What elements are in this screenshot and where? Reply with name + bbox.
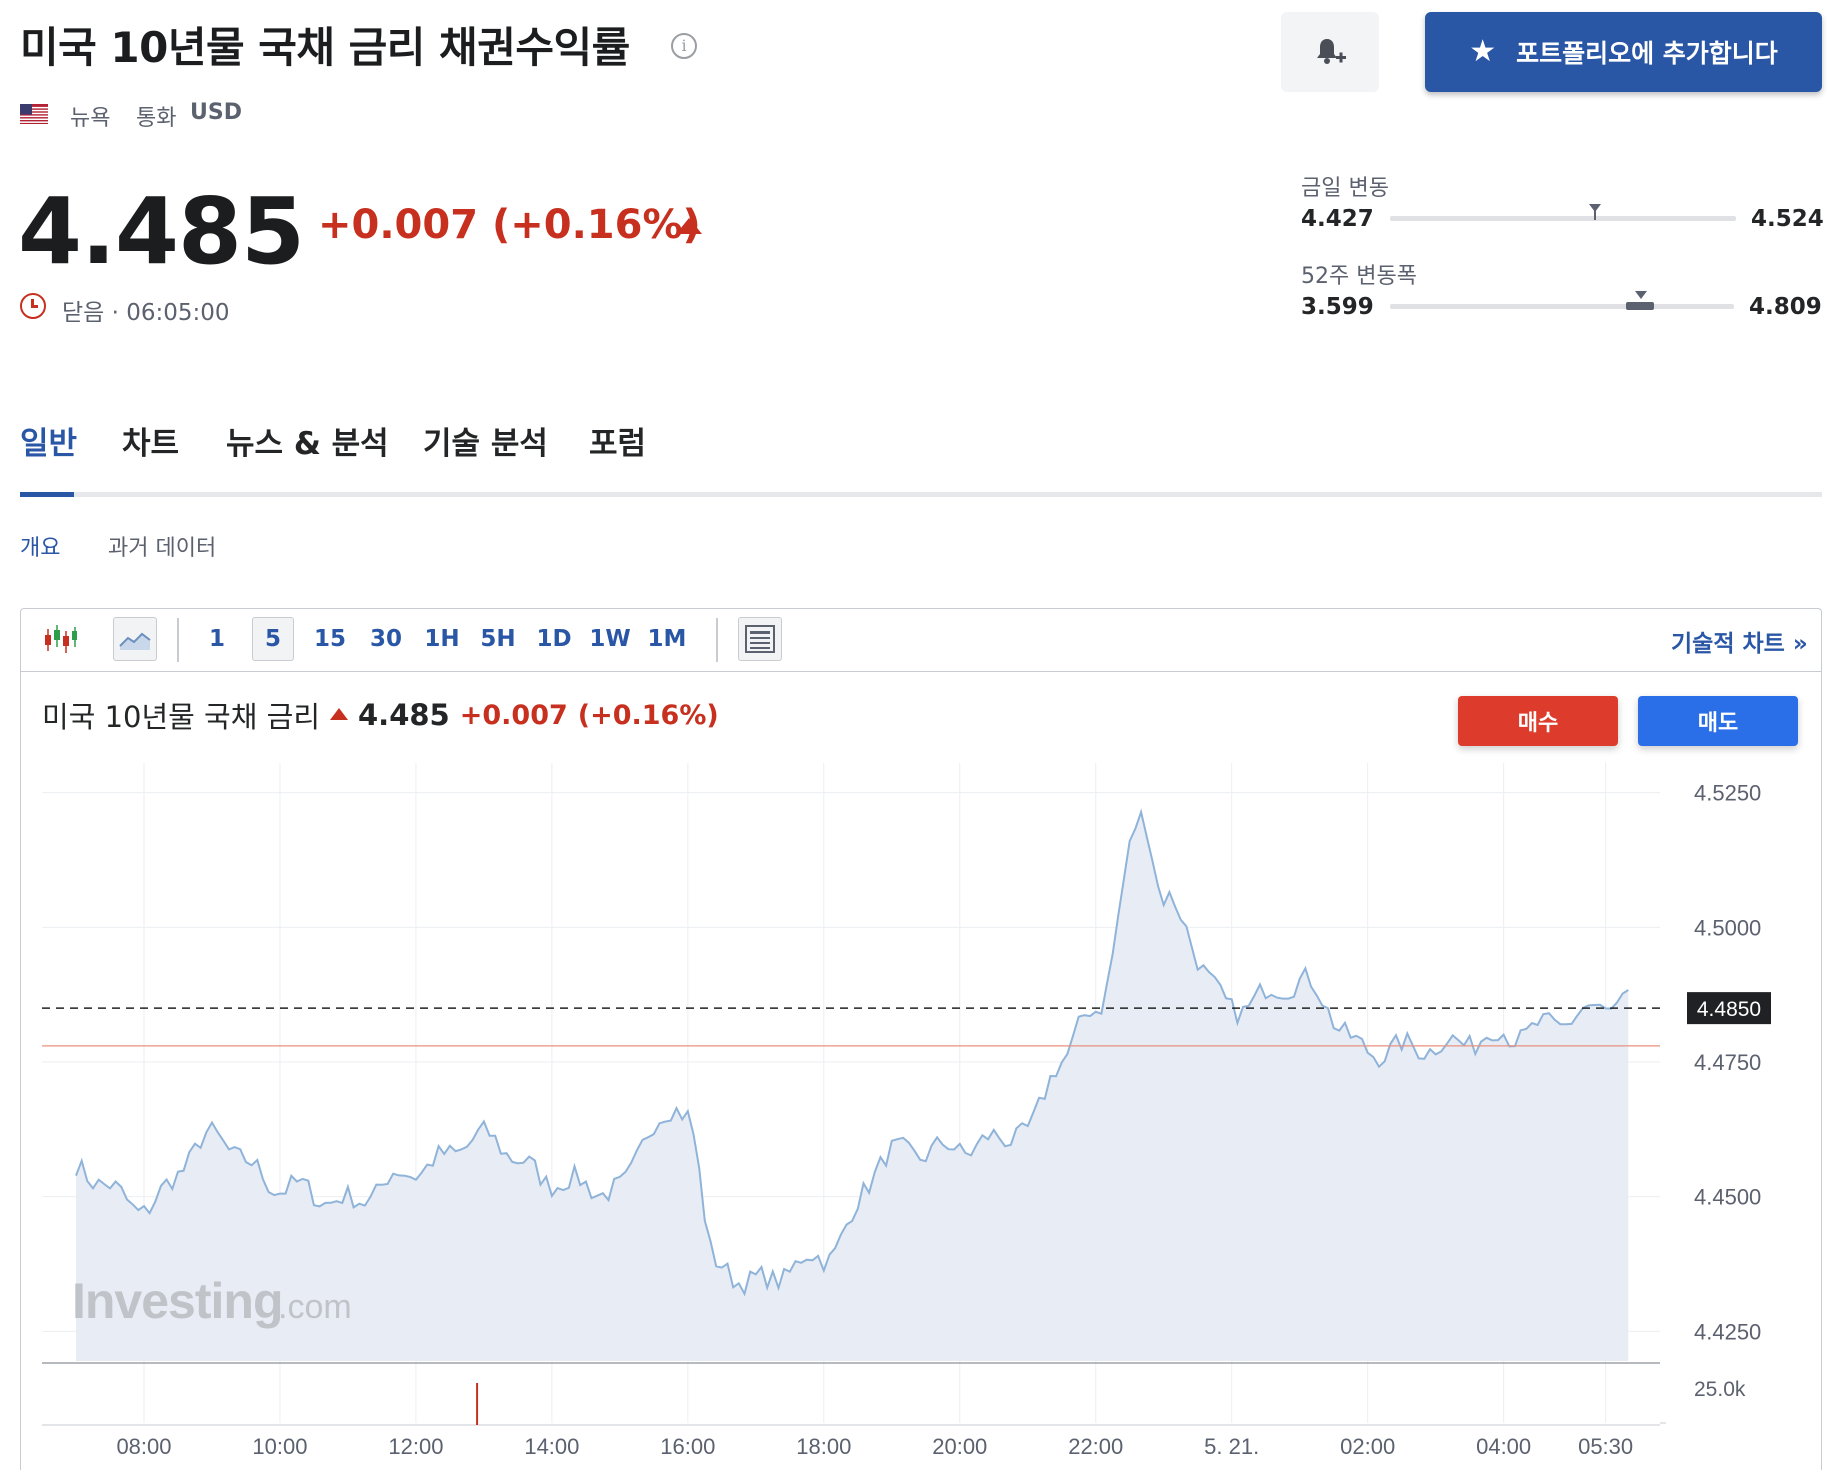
daily-range-high: 4.524 — [1751, 206, 1824, 232]
us-flag-icon — [20, 104, 48, 124]
toolbar-divider — [716, 618, 718, 662]
week52-range-fill — [1626, 302, 1654, 310]
x-tick-label: 22:00 — [1068, 1434, 1123, 1459]
daily-range-label: 금일 변동 — [1301, 176, 1389, 201]
toolbar-divider — [177, 618, 179, 662]
week52-range-high: 4.809 — [1749, 294, 1822, 320]
x-tick-label: 14:00 — [524, 1434, 579, 1459]
x-tick-label: 04:00 — [1476, 1434, 1531, 1459]
price-line — [75, 808, 1629, 1297]
page-title: 미국 10년물 국채 금리 채권수익률 — [20, 23, 630, 72]
interval-1w[interactable]: 1W — [589, 626, 631, 652]
volume-scale-label: 25.0k — [1694, 1378, 1746, 1401]
price-chart[interactable]: 08:00 10:00 12:00 14:00 16:00 18:00 20:00 22:00… — [20, 758, 1822, 1470]
interval-5h[interactable]: 5H — [480, 626, 516, 652]
daily-range-low: 4.427 — [1301, 206, 1374, 232]
area-chart-button[interactable] — [113, 617, 157, 661]
tab-news-analysis[interactable]: 뉴스 & 분석 — [226, 426, 389, 462]
subtab-historical-data[interactable]: 과거 데이터 — [108, 536, 217, 561]
up-arrow-icon — [330, 708, 348, 720]
x-tick-label: 05:30 — [1578, 1434, 1633, 1459]
chart-panel — [20, 608, 1822, 1470]
add-to-portfolio-button[interactable]: ★ 포트폴리오에 추가합니다 — [1425, 12, 1822, 92]
current-price-tag — [1687, 992, 1771, 1025]
interval-1h[interactable]: 1H — [424, 626, 460, 652]
x-tick-label: 20:00 — [932, 1434, 987, 1459]
chart-header: 미국 10년물 국채 금리 4.485 +0.007 (+0.16%) — [42, 694, 719, 736]
interval-30[interactable]: 30 — [369, 626, 402, 652]
technical-chart-link[interactable]: 기술적 차트 » — [1671, 631, 1808, 657]
tab-forum[interactable]: 포럼 — [589, 426, 647, 462]
x-tick-label: 18:00 — [796, 1434, 851, 1459]
indicators-button[interactable] — [738, 617, 782, 661]
bell-plus-icon — [1317, 39, 1346, 64]
investing-watermark: Investing — [72, 1273, 282, 1329]
y-tick-label: 4.4500 — [1694, 1185, 1761, 1210]
clock-icon — [20, 293, 46, 319]
chart-toolbar — [20, 608, 1822, 672]
star-icon: ★ — [1469, 34, 1497, 69]
x-tick-label: 5. 21. — [1204, 1434, 1259, 1459]
y-tick-label: 4.5000 — [1694, 915, 1761, 940]
market-status: 닫음 · 06:05:00 — [62, 300, 230, 326]
daily-range-bar — [1390, 216, 1736, 221]
week52-range-bar — [1390, 304, 1734, 309]
tabs-divider — [20, 492, 1822, 497]
investing-watermark-suffix: .com — [278, 1288, 352, 1326]
chart-price: 4.485 — [358, 698, 450, 732]
subtab-overview[interactable]: 개요 — [20, 536, 61, 561]
up-arrow-icon — [676, 218, 702, 234]
chart-change-pct: (+0.16%) — [577, 699, 719, 731]
y-tick-label: 4.4750 — [1694, 1050, 1761, 1075]
buy-button[interactable]: 매수 — [1458, 696, 1618, 746]
interval-15[interactable]: 15 — [313, 626, 346, 652]
interval-5[interactable]: 5 — [252, 617, 294, 661]
chart-instrument-name: 미국 10년물 국채 금리 — [42, 700, 320, 734]
area-chart-icon — [119, 632, 151, 650]
last-price: 4.485 — [18, 178, 305, 285]
indicators-icon — [745, 625, 775, 653]
candlestick-chart-button[interactable] — [40, 617, 80, 661]
add-to-portfolio-label: 포트폴리오에 추가합니다 — [1516, 39, 1778, 68]
tab-general[interactable]: 일반 — [20, 426, 78, 462]
daily-range-marker — [1589, 204, 1601, 212]
info-icon[interactable]: i — [671, 33, 697, 59]
price-area — [76, 812, 1629, 1361]
chart-change: +0.007 — [459, 699, 568, 731]
x-tick-label: 02:00 — [1340, 1434, 1395, 1459]
tab-chart[interactable]: 차트 — [122, 426, 180, 462]
interval-1m[interactable]: 1M — [647, 626, 687, 652]
price-change: +0.007 (+0.16%) — [318, 202, 701, 248]
current-price-label: 4.4850 — [1697, 998, 1761, 1021]
week52-range-marker — [1635, 291, 1647, 299]
tab-technical-analysis[interactable]: 기술 분석 — [423, 426, 548, 462]
week52-range-low: 3.599 — [1301, 294, 1374, 320]
x-tick-label: 16:00 — [660, 1434, 715, 1459]
daily-range-tick — [1594, 210, 1596, 220]
currency-value: USD — [190, 100, 242, 125]
interval-1[interactable]: 1 — [208, 626, 225, 652]
y-tick-label: 4.5250 — [1694, 781, 1761, 806]
x-tick-label: 10:00 — [252, 1434, 307, 1459]
week52-range-label: 52주 변동폭 — [1301, 264, 1417, 289]
price-alert-button[interactable] — [1281, 12, 1379, 92]
candlestick-icon — [45, 625, 77, 653]
x-tick-label: 08:00 — [116, 1434, 171, 1459]
interval-1d[interactable]: 1D — [536, 626, 572, 652]
exchange-name: 뉴욕 — [70, 106, 111, 131]
active-tab-indicator — [20, 492, 74, 497]
x-tick-label: 12:00 — [388, 1434, 443, 1459]
currency-label: 통화 — [136, 106, 177, 131]
y-tick-label: 4.4250 — [1694, 1319, 1761, 1344]
sell-button[interactable]: 매도 — [1638, 696, 1798, 746]
